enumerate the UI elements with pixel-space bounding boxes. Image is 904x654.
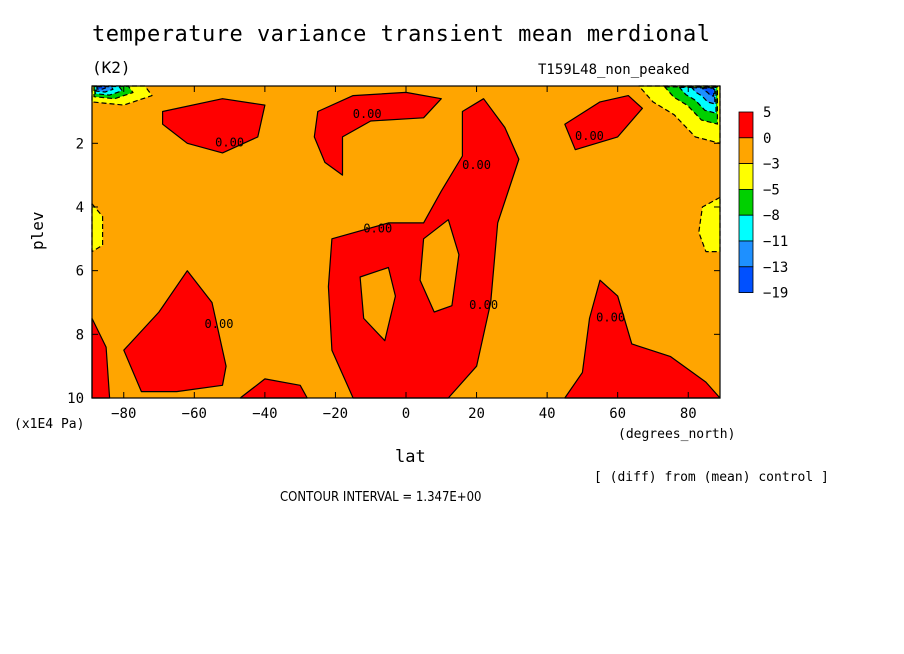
positive-region-upper-right-blob	[564, 94, 644, 151]
center-hole-right	[419, 219, 460, 313]
contour-label-6: 0.00	[205, 317, 234, 331]
colorbar-swatch-5	[738, 240, 754, 268]
colorbar-label-3: −5	[763, 182, 780, 198]
x-tick-label-0: 0	[402, 406, 410, 422]
contour-label-1: 0.00	[353, 107, 382, 121]
contour-label-4: 0.00	[575, 129, 604, 143]
colorbar-swatch-2	[738, 163, 754, 190]
contour-label-0: 0.00	[215, 135, 244, 149]
diff-note: [ (diff) from (mean) control ]	[594, 470, 829, 485]
x-tick-label-80: 80	[680, 406, 697, 422]
y-tick-label-4: 4	[76, 200, 84, 216]
positive-region-lower-right-blob	[564, 279, 721, 399]
x-tick-label--20: −20	[323, 406, 348, 422]
positive-region-lower-left-blob	[123, 270, 227, 393]
x-tick-label-40: 40	[539, 406, 556, 422]
y-tick-label-10: 10	[67, 391, 84, 407]
units-label: (K2)	[92, 58, 131, 77]
y-tick-label-8: 8	[76, 327, 84, 343]
contour-label-5: 0.00	[469, 298, 498, 312]
colorbar-label-0: 5	[763, 105, 771, 121]
x-axis-label: lat	[395, 447, 426, 467]
contour-interval: CONTOUR INTERVAL = 1.347E+00	[280, 490, 482, 505]
negative-core-top-right-corner-3	[701, 87, 715, 97]
y-tick-label-6: 6	[76, 264, 84, 280]
colorbar-swatch-1	[738, 137, 754, 165]
colorbar-swatch-4	[738, 214, 754, 242]
chart-title: temperature variance transient mean merd…	[92, 22, 711, 47]
contour-label-3: 0.00	[363, 221, 392, 235]
colorbar-label-1: 0	[763, 131, 771, 147]
y-tick-label-2: 2	[76, 136, 84, 152]
center-hole-left	[359, 266, 396, 342]
x-tick-label-60: 60	[609, 406, 626, 422]
colorbar-label-2: −3	[763, 157, 780, 173]
contour-label-7: 0.00	[596, 311, 625, 325]
colorbar-swatch-3	[738, 188, 754, 216]
x-tick-label--60: −60	[182, 406, 207, 422]
colorbar-label-7: −19	[763, 286, 788, 302]
negative-core-top-left-corner-3	[96, 86, 107, 91]
x-tick-label--40: −40	[252, 406, 277, 422]
colorbar-label-5: −11	[763, 234, 788, 250]
y-axis-units: (x1E4 Pa)	[14, 417, 85, 432]
colorbar-label-4: −8	[763, 208, 780, 224]
x-tick-label--80: −80	[111, 406, 136, 422]
colorbar-label-6: −13	[763, 260, 788, 276]
contour-label-2: 0.00	[462, 158, 491, 172]
positive-region-upper-left-blob	[162, 98, 266, 154]
run-id: T159L48_non_peaked	[538, 62, 690, 78]
x-tick-label-20: 20	[468, 406, 485, 422]
colorbar-swatch-6	[738, 266, 754, 293]
colorbar-swatch-0	[738, 111, 754, 139]
positive-region-upper-center-blob	[313, 91, 442, 176]
x-axis-units: (degrees_north)	[618, 427, 736, 442]
